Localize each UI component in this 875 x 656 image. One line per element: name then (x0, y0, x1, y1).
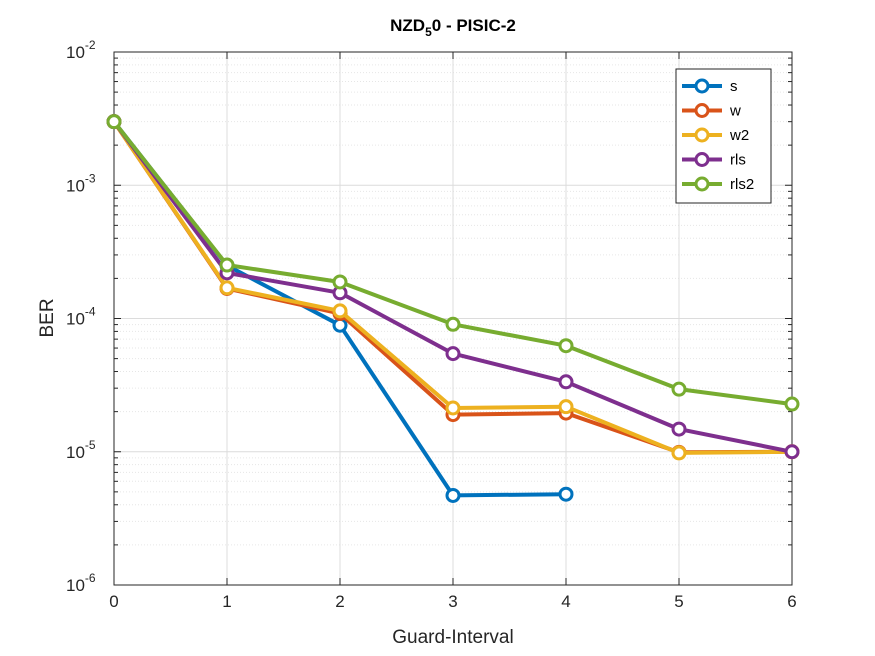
y-tick-label: 10-5 (66, 438, 96, 462)
y-tick-exponent: -6 (85, 571, 96, 585)
y-tick-exponent: -5 (85, 438, 96, 452)
data-point-w2 (332, 303, 348, 319)
y-axis-label: BER (37, 298, 58, 337)
y-tick-label: 10-6 (66, 571, 96, 595)
data-point-rls2 (106, 114, 122, 130)
legend-label: w2 (729, 127, 749, 144)
data-point-w2 (219, 280, 235, 296)
legend-label: rls (730, 152, 746, 169)
y-tick-exponent: -3 (85, 171, 96, 185)
y-tick-exponent: -4 (85, 305, 96, 319)
x-tick-label: 1 (222, 592, 231, 611)
y-tick-label: 10-3 (66, 171, 96, 195)
y-tick-base: 10 (66, 576, 85, 595)
data-point-rls (445, 346, 461, 362)
legend-marker (694, 78, 710, 94)
data-point-rls2 (784, 396, 800, 412)
x-tick-label: 0 (109, 592, 118, 611)
legend-marker (694, 152, 710, 167)
legend-label: w (729, 103, 741, 120)
y-tick-label: 10-2 (66, 38, 96, 62)
legend-item-w2: w2 (682, 127, 749, 144)
legend-label: rls2 (730, 176, 754, 193)
y-tick-base: 10 (66, 43, 85, 62)
legend-item-rls: rls (682, 152, 746, 169)
data-point-w2 (558, 399, 574, 415)
x-tick-label: 6 (787, 592, 796, 611)
data-point-rls2 (219, 257, 235, 273)
data-point-s (558, 486, 574, 502)
chart-title: NZD50 - PISIC-2 (390, 16, 516, 39)
y-tick-label: 10-4 (66, 305, 96, 329)
x-tick-label: 3 (448, 592, 457, 611)
title-main: NZD (390, 16, 425, 35)
legend-marker (694, 103, 710, 118)
legend: sw w2 rls rls2 (675, 68, 772, 204)
data-point-rls (671, 421, 687, 437)
title-subscript: 5 (425, 25, 432, 39)
legend-item-w: w (682, 103, 741, 120)
legend-item-s: s (682, 78, 738, 95)
data-point-rls2 (671, 381, 687, 397)
y-tick-exponent: -2 (85, 38, 96, 52)
axis-ticks: 10-210-310-410-510-60 1 2 3 4 5 6 (66, 38, 797, 611)
data-point-rls2 (332, 274, 348, 290)
x-tick-label: 4 (561, 592, 570, 611)
legend-item-rls2: rls2 (682, 176, 754, 193)
x-axis-label: Guard-Interval (392, 627, 513, 648)
data-point-w2 (445, 400, 461, 416)
y-tick-base: 10 (66, 310, 85, 329)
legend-label: s (730, 78, 738, 95)
series-layer (106, 114, 800, 503)
title-rest: 0 - PISIC-2 (432, 16, 516, 35)
x-tick-label: 5 (674, 592, 683, 611)
x-tick-label: 2 (335, 592, 344, 611)
data-point-rls (558, 374, 574, 390)
data-point-s (445, 487, 461, 503)
legend-marker (694, 127, 710, 143)
data-point-w2 (671, 445, 687, 461)
data-point-s (332, 317, 348, 333)
data-point-rls2 (558, 338, 574, 354)
y-tick-base: 10 (66, 176, 85, 195)
y-tick-base: 10 (66, 443, 85, 462)
series-rls2 (106, 114, 800, 412)
data-point-rls (784, 444, 800, 460)
data-point-rls2 (445, 316, 461, 332)
legend-marker (694, 176, 710, 192)
